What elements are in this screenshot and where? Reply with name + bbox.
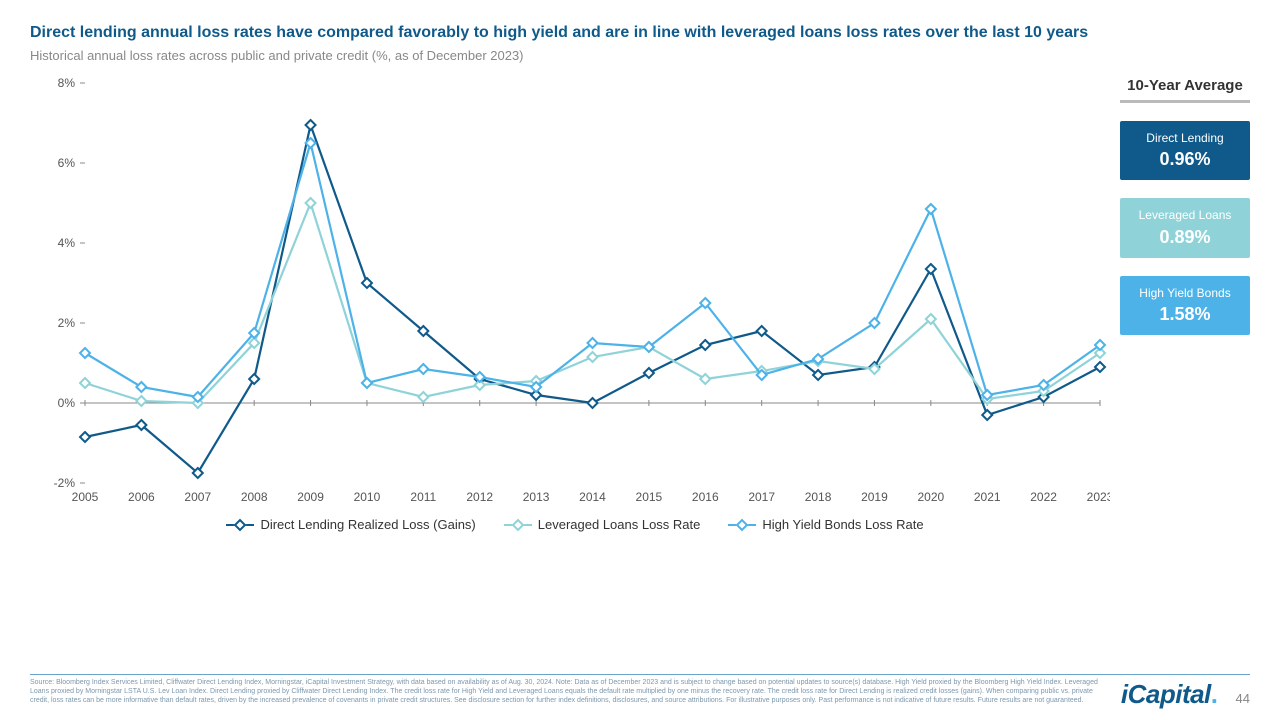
brand-logo: iCapital. xyxy=(1121,679,1218,710)
averages-panel: 10-Year Average Direct Lending 0.96% Lever… xyxy=(1120,73,1250,660)
svg-text:2017: 2017 xyxy=(748,490,775,504)
average-card: Leveraged Loans 0.89% xyxy=(1120,198,1250,257)
legend-label: High Yield Bonds Loss Rate xyxy=(762,517,923,532)
legend-label: Direct Lending Realized Loss (Gains) xyxy=(260,517,475,532)
chart-svg: -2% 0% 2% 4% 6% 8% 2005 2006 2007 2008 2009 2010 201… xyxy=(30,73,1110,513)
average-card-label: Direct Lending xyxy=(1124,131,1246,145)
svg-text:2022: 2022 xyxy=(1030,490,1057,504)
svg-text:2009: 2009 xyxy=(297,490,324,504)
average-card-value: 1.58% xyxy=(1124,304,1246,325)
svg-text:6%: 6% xyxy=(58,156,76,170)
legend-item: High Yield Bonds Loss Rate xyxy=(728,517,923,532)
legend-item: Direct Lending Realized Loss (Gains) xyxy=(226,517,475,532)
average-card: High Yield Bonds 1.58% xyxy=(1120,276,1250,335)
legend-label: Leveraged Loans Loss Rate xyxy=(538,517,701,532)
legend-marker xyxy=(504,518,532,532)
svg-text:2014: 2014 xyxy=(579,490,606,504)
svg-text:2015: 2015 xyxy=(636,490,663,504)
average-card-value: 0.96% xyxy=(1124,149,1246,170)
svg-text:8%: 8% xyxy=(58,76,76,90)
svg-text:2008: 2008 xyxy=(241,490,268,504)
svg-text:-2%: -2% xyxy=(54,476,76,490)
chart-title: Direct lending annual loss rates have co… xyxy=(30,24,1250,42)
svg-text:2005: 2005 xyxy=(72,490,99,504)
average-card-label: Leveraged Loans xyxy=(1124,208,1246,222)
svg-text:2018: 2018 xyxy=(805,490,832,504)
svg-text:2006: 2006 xyxy=(128,490,155,504)
svg-text:2007: 2007 xyxy=(184,490,211,504)
source-text: Source: Bloomberg Index Services Limited… xyxy=(30,679,1109,705)
svg-text:2019: 2019 xyxy=(861,490,888,504)
svg-text:2011: 2011 xyxy=(410,490,436,504)
page-number: 44 xyxy=(1236,691,1250,710)
legend-marker xyxy=(226,518,254,532)
svg-text:2012: 2012 xyxy=(466,490,493,504)
svg-text:2013: 2013 xyxy=(523,490,550,504)
svg-text:4%: 4% xyxy=(58,236,76,250)
svg-text:2021: 2021 xyxy=(974,490,1001,504)
average-card-value: 0.89% xyxy=(1124,227,1246,248)
legend-marker xyxy=(728,518,756,532)
svg-text:0%: 0% xyxy=(58,396,76,410)
line-chart: -2% 0% 2% 4% 6% 8% 2005 2006 2007 2008 2009 2010 201… xyxy=(30,73,1120,660)
legend-item: Leveraged Loans Loss Rate xyxy=(504,517,701,532)
svg-text:2016: 2016 xyxy=(692,490,719,504)
svg-text:2%: 2% xyxy=(58,316,76,330)
average-card: Direct Lending 0.96% xyxy=(1120,121,1250,180)
averages-header: 10-Year Average xyxy=(1120,77,1250,103)
svg-text:2010: 2010 xyxy=(354,490,381,504)
svg-text:2020: 2020 xyxy=(917,490,944,504)
svg-text:2023: 2023 xyxy=(1087,490,1110,504)
chart-legend: Direct Lending Realized Loss (Gains) Lev… xyxy=(30,517,1120,532)
average-card-label: High Yield Bonds xyxy=(1124,286,1246,300)
chart-subtitle: Historical annual loss rates across publ… xyxy=(30,48,1250,63)
